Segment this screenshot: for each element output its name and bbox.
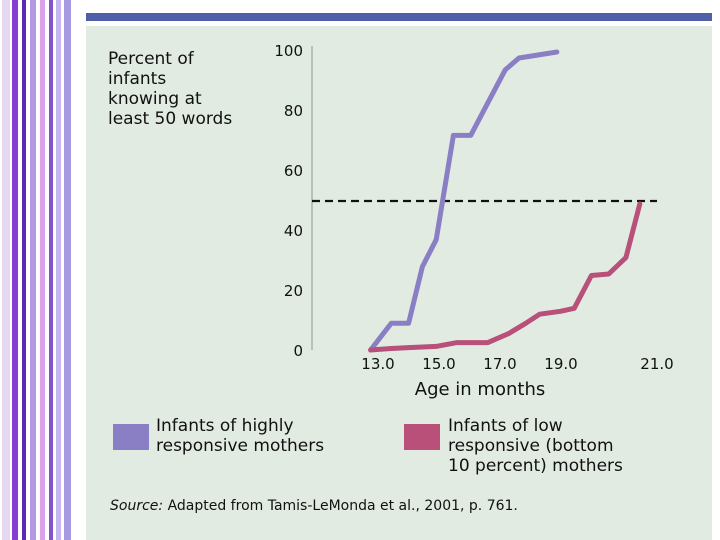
decorative-stripe — [2, 0, 10, 540]
decorative-stripe — [22, 0, 26, 540]
chart-panel — [86, 26, 712, 540]
y-axis-label-line: infants — [108, 69, 167, 89]
legend-label-low-responsive: Infants of low responsive (bottom 10 per… — [448, 416, 623, 476]
legend-label-line: Infants of highly — [156, 416, 294, 436]
y-tick-label: 100 — [274, 42, 303, 60]
decorative-stripe — [49, 0, 53, 540]
x-tick-label: 19.0 — [544, 355, 578, 373]
source-citation: Source: Adapted from Tamis-LeMonda et al… — [110, 498, 518, 514]
decorative-stripe — [40, 0, 45, 540]
y-axis-label-line: Percent of — [108, 49, 194, 69]
source-label: Source: — [110, 498, 164, 514]
y-tick-label: 40 — [283, 222, 303, 240]
series-line-low-responsive — [368, 201, 643, 353]
decorative-stripe — [56, 0, 61, 540]
legend-swatch-low-responsive — [404, 424, 440, 450]
x-axis-label: Age in months — [414, 379, 546, 400]
y-axis-label-line: least 50 words — [108, 109, 233, 129]
top-accent-bar — [86, 13, 712, 21]
y-tick-label: 80 — [283, 102, 303, 120]
decorative-stripe — [12, 0, 18, 540]
y-axis-label: Percent of infants knowing at least 50 w… — [108, 49, 268, 129]
legend-label-line: 10 percent) mothers — [448, 456, 623, 476]
legend-label-line: responsive (bottom — [448, 436, 614, 456]
x-tick-label: 21.0 — [640, 355, 674, 373]
x-tick-label: 15.0 — [422, 355, 456, 373]
series-line-highly-responsive — [368, 49, 560, 353]
decorative-stripe — [30, 0, 36, 540]
legend-label-highly-responsive: Infants of highly responsive mothers — [156, 416, 324, 456]
y-tick-label: 20 — [283, 282, 303, 300]
source-text: Adapted from Tamis-LeMonda et al., 2001,… — [167, 498, 518, 514]
legend-swatch-highly-responsive — [113, 424, 149, 450]
y-tick-label: 60 — [283, 162, 303, 180]
y-axis-label-line: knowing at — [108, 89, 202, 109]
legend-label-line: responsive mothers — [156, 436, 325, 456]
decorative-stripes — [0, 0, 72, 540]
y-tick-label: 0 — [293, 342, 303, 360]
x-tick-label: 17.0 — [483, 355, 517, 373]
legend-label-line: Infants of low — [448, 416, 563, 436]
x-tick-label: 13.0 — [361, 355, 395, 373]
decorative-stripe — [64, 0, 71, 540]
